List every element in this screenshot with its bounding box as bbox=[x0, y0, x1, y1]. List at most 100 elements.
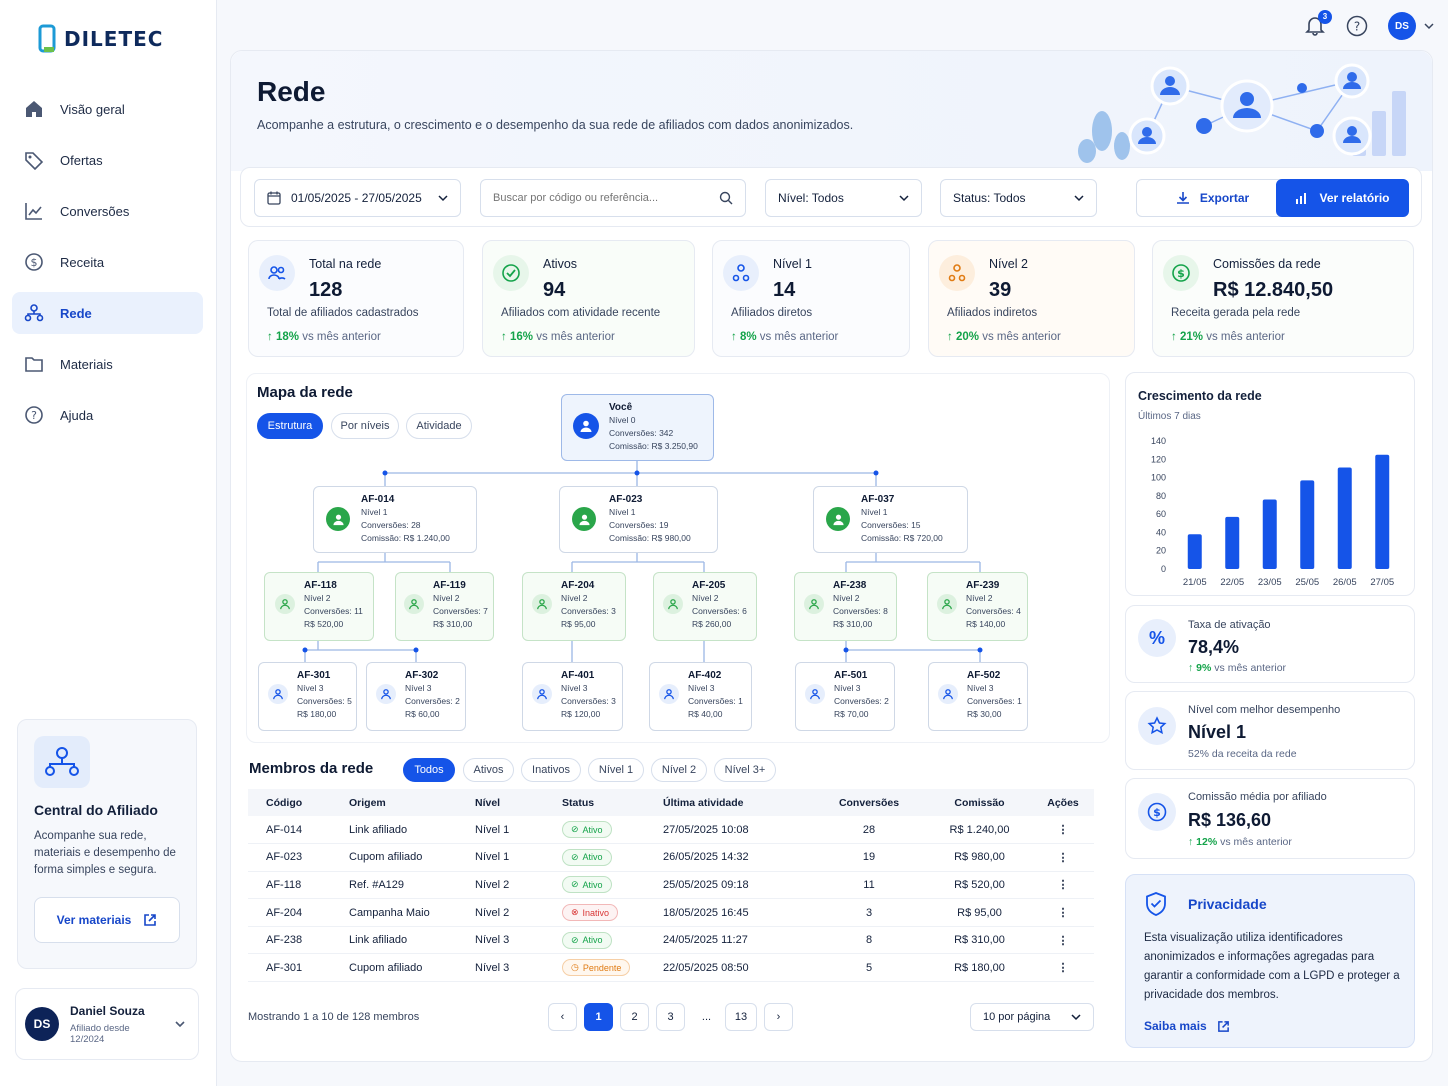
column-header[interactable]: Código bbox=[248, 789, 349, 816]
chart-bar[interactable] bbox=[1187, 534, 1202, 569]
more-actions-icon[interactable]: ⋮ bbox=[1032, 953, 1094, 983]
search-field[interactable] bbox=[480, 179, 746, 217]
sidebar-item-label: Materiais bbox=[60, 356, 113, 372]
column-header[interactable]: Origem bbox=[349, 789, 475, 816]
filter-chip-inativos[interactable]: Inativos bbox=[521, 758, 581, 782]
notifications-button[interactable]: 3 bbox=[1304, 9, 1332, 39]
tree-node-level1[interactable]: AF-014 Nível 1 Conversões: 28 Comissão: … bbox=[313, 486, 477, 553]
y-tick-label: 120 bbox=[1151, 454, 1166, 464]
trend-suffix: vs mês anterior bbox=[1220, 836, 1292, 848]
filter-chip-ativos[interactable]: Ativos bbox=[463, 758, 514, 782]
node-level: Nível 3 bbox=[688, 683, 715, 693]
column-header[interactable]: Última atividade bbox=[663, 789, 811, 816]
node-level: Nível 2 bbox=[692, 593, 719, 603]
sidebar-item-rede[interactable]: Rede bbox=[12, 292, 203, 334]
cell-origin: Campanha Maio bbox=[349, 898, 475, 927]
tree-node-level3[interactable]: AF-502 Nível 3 Conversões: 1 R$ 30,00 bbox=[928, 662, 1028, 731]
tree-node-level2[interactable]: AF-118 Nível 2 Conversões: 11 R$ 520,00 bbox=[264, 572, 374, 641]
column-header[interactable]: Nível bbox=[475, 789, 562, 816]
more-actions-icon[interactable]: ⋮ bbox=[1032, 871, 1094, 900]
sidebar-item-conversoes[interactable]: Conversões bbox=[12, 190, 203, 232]
tree-node-level3[interactable]: AF-401 Nível 3 Conversões: 3 R$ 120,00 bbox=[522, 662, 623, 731]
tree-node-level3[interactable]: AF-302 Nível 3 Conversões: 2 R$ 60,00 bbox=[366, 662, 466, 731]
account-menu[interactable]: DS bbox=[1388, 12, 1434, 40]
table-row[interactable]: AF-118 Ref. #A129 Nível 2 ⊘ Ativo 25/05/2… bbox=[248, 871, 1094, 900]
table-row[interactable]: AF-023 Cupom afiliado Nível 1 ⊘ Ativo 26/… bbox=[248, 843, 1094, 872]
chart-bar[interactable] bbox=[1300, 480, 1315, 569]
trend-value: 12% bbox=[1196, 836, 1218, 848]
level-select[interactable]: Nível: Todos bbox=[765, 179, 922, 217]
chevron-down-icon bbox=[899, 195, 909, 202]
tab-estrutura[interactable]: Estrutura bbox=[257, 413, 323, 439]
export-button[interactable]: Exportar bbox=[1136, 179, 1289, 217]
node-conversions: Conversões: 5 bbox=[297, 696, 352, 706]
more-actions-icon[interactable]: ⋮ bbox=[1032, 926, 1094, 955]
filter-chip-nivel-2[interactable]: Nível 2 bbox=[651, 758, 707, 782]
column-header[interactable]: Status bbox=[562, 789, 663, 816]
next-page-button[interactable]: › bbox=[764, 1003, 793, 1031]
chart-bar[interactable] bbox=[1262, 499, 1277, 569]
tab-atividade[interactable]: Atividade bbox=[406, 413, 472, 439]
status-badge: ⊘ Ativo bbox=[562, 821, 612, 839]
chart-bar[interactable] bbox=[1375, 454, 1390, 569]
tree-node-root[interactable]: Você Nível 0 Conversões: 342 Comissão: R… bbox=[561, 394, 714, 461]
tree-node-level1[interactable]: AF-037 Nível 1 Conversões: 15 Comissão: … bbox=[813, 486, 968, 553]
table-row[interactable]: AF-204 Campanha Maio Nível 2 ⊗ Inativo 18… bbox=[248, 898, 1094, 927]
star-icon bbox=[1138, 707, 1176, 745]
chevron-right-icon: › bbox=[776, 1011, 781, 1023]
line-chart-icon bbox=[25, 203, 42, 220]
stat-value: 94 bbox=[543, 279, 566, 301]
table-row[interactable]: AF-301 Cupom afiliado Nível 3 ◷ Pendente … bbox=[248, 953, 1094, 983]
tree-node-level2[interactable]: AF-204 Nível 2 Conversões: 3 R$ 95,00 bbox=[522, 572, 626, 641]
tree-node-level2[interactable]: AF-238 Nível 2 Conversões: 8 R$ 310,00 bbox=[794, 572, 897, 641]
tree-node-level3[interactable]: AF-301 Nível 3 Conversões: 5 R$ 180,00 bbox=[258, 662, 357, 731]
search-input[interactable] bbox=[493, 192, 703, 204]
tree-node-level1[interactable]: AF-023 Nível 1 Conversões: 19 Comissão: … bbox=[559, 486, 718, 553]
status-select[interactable]: Status: Todos bbox=[940, 179, 1097, 217]
sidebar-item-ajuda[interactable]: ? Ajuda bbox=[12, 394, 203, 436]
tab-por-niveis[interactable]: Por níveis bbox=[331, 413, 399, 439]
node-code: AF-401 bbox=[561, 670, 595, 681]
more-actions-icon[interactable]: ⋮ bbox=[1032, 816, 1094, 845]
tree-node-level2[interactable]: AF-239 Nível 2 Conversões: 4 R$ 140,00 bbox=[927, 572, 1028, 641]
user-profile-card[interactable]: DS Daniel Souza Afiliado desde 12/2024 bbox=[15, 988, 199, 1060]
per-page-select[interactable]: 10 por página bbox=[970, 1003, 1094, 1031]
page-button-13[interactable]: 13 bbox=[725, 1003, 757, 1031]
table-row[interactable]: AF-238 Link afiliado Nível 3 ⊘ Ativo 24/0… bbox=[248, 926, 1094, 955]
tree-node-level3[interactable]: AF-402 Nível 3 Conversões: 1 R$ 40,00 bbox=[649, 662, 752, 731]
user-name: Daniel Souza bbox=[70, 1003, 145, 1018]
table-row[interactable]: AF-014 Link afiliado Nível 1 ⊘ Ativo 27/0… bbox=[248, 816, 1094, 845]
ver-materiais-button[interactable]: Ver materiais bbox=[34, 897, 180, 943]
tree-node-level3[interactable]: AF-501 Nível 3 Conversões: 2 R$ 70,00 bbox=[795, 662, 895, 731]
chart-bar[interactable] bbox=[1225, 516, 1240, 569]
sidebar-item-visao-geral[interactable]: Visão geral bbox=[12, 88, 203, 130]
ver-relatorio-button[interactable]: Ver relatório bbox=[1276, 179, 1409, 217]
sidebar-item-ofertas[interactable]: Ofertas bbox=[12, 139, 203, 181]
status-badge: ⊘ Ativo bbox=[562, 876, 612, 894]
filter-chip-todos[interactable]: Todos bbox=[403, 758, 455, 782]
column-header[interactable]: Conversões bbox=[811, 789, 927, 816]
trend-value: 21% bbox=[1179, 331, 1203, 343]
help-circle-icon[interactable]: ? bbox=[1346, 15, 1368, 37]
filter-chip-nivel-3[interactable]: Nível 3+ bbox=[714, 758, 776, 782]
page-button-1[interactable]: 1 bbox=[584, 1003, 613, 1031]
chart-bar[interactable] bbox=[1337, 467, 1352, 569]
date-range-picker[interactable]: 01/05/2025 - 27/05/2025 bbox=[254, 179, 461, 217]
search-icon[interactable] bbox=[719, 191, 733, 205]
saiba-mais-link[interactable]: Saiba mais bbox=[1144, 1019, 1230, 1033]
logo[interactable]: DILETEC bbox=[38, 24, 163, 54]
column-header[interactable]: Comissão bbox=[927, 789, 1032, 816]
more-actions-icon[interactable]: ⋮ bbox=[1032, 898, 1094, 927]
tree-node-level2[interactable]: AF-119 Nível 2 Conversões: 7 R$ 310,00 bbox=[395, 572, 494, 641]
node-code: AF-502 bbox=[967, 670, 1001, 681]
cell-last-activity: 22/05/2025 08:50 bbox=[663, 953, 811, 983]
prev-page-button[interactable]: ‹ bbox=[548, 1003, 577, 1031]
more-actions-icon[interactable]: ⋮ bbox=[1032, 843, 1094, 872]
sidebar-item-receita[interactable]: $ Receita bbox=[12, 241, 203, 283]
sidebar-item-materiais[interactable]: Materiais bbox=[12, 343, 203, 385]
tree-node-level2[interactable]: AF-205 Nível 2 Conversões: 6 R$ 260,00 bbox=[653, 572, 757, 641]
page-button-3[interactable]: 3 bbox=[656, 1003, 685, 1031]
cell-level: Nível 3 bbox=[475, 953, 562, 983]
filter-chip-nivel-1[interactable]: Nível 1 bbox=[588, 758, 644, 782]
page-button-2[interactable]: 2 bbox=[620, 1003, 649, 1031]
